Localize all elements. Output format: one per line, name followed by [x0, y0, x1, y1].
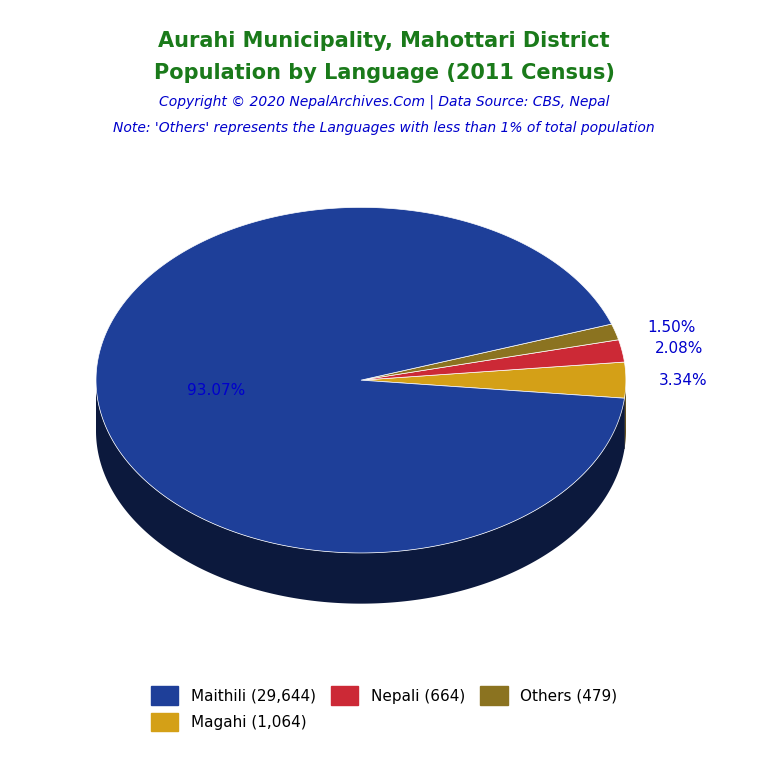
Text: 2.08%: 2.08% [654, 341, 703, 356]
Polygon shape [96, 207, 624, 553]
Polygon shape [361, 339, 624, 380]
Text: Aurahi Municipality, Mahottari District: Aurahi Municipality, Mahottari District [158, 31, 610, 51]
Text: 3.34%: 3.34% [659, 372, 707, 388]
Polygon shape [361, 380, 624, 449]
Polygon shape [361, 324, 618, 380]
Polygon shape [361, 362, 626, 399]
Polygon shape [96, 379, 624, 604]
Text: Copyright © 2020 NepalArchives.Com | Data Source: CBS, Nepal: Copyright © 2020 NepalArchives.Com | Dat… [159, 94, 609, 109]
Text: Note: 'Others' represents the Languages with less than 1% of total population: Note: 'Others' represents the Languages … [113, 121, 655, 134]
Text: 93.07%: 93.07% [187, 383, 245, 399]
Legend: Maithili (29,644), Magahi (1,064), Nepali (664), Others (479): Maithili (29,644), Magahi (1,064), Nepal… [145, 680, 623, 737]
Polygon shape [624, 379, 626, 449]
Text: Population by Language (2011 Census): Population by Language (2011 Census) [154, 63, 614, 83]
Polygon shape [361, 380, 624, 449]
Text: 1.50%: 1.50% [647, 320, 696, 336]
